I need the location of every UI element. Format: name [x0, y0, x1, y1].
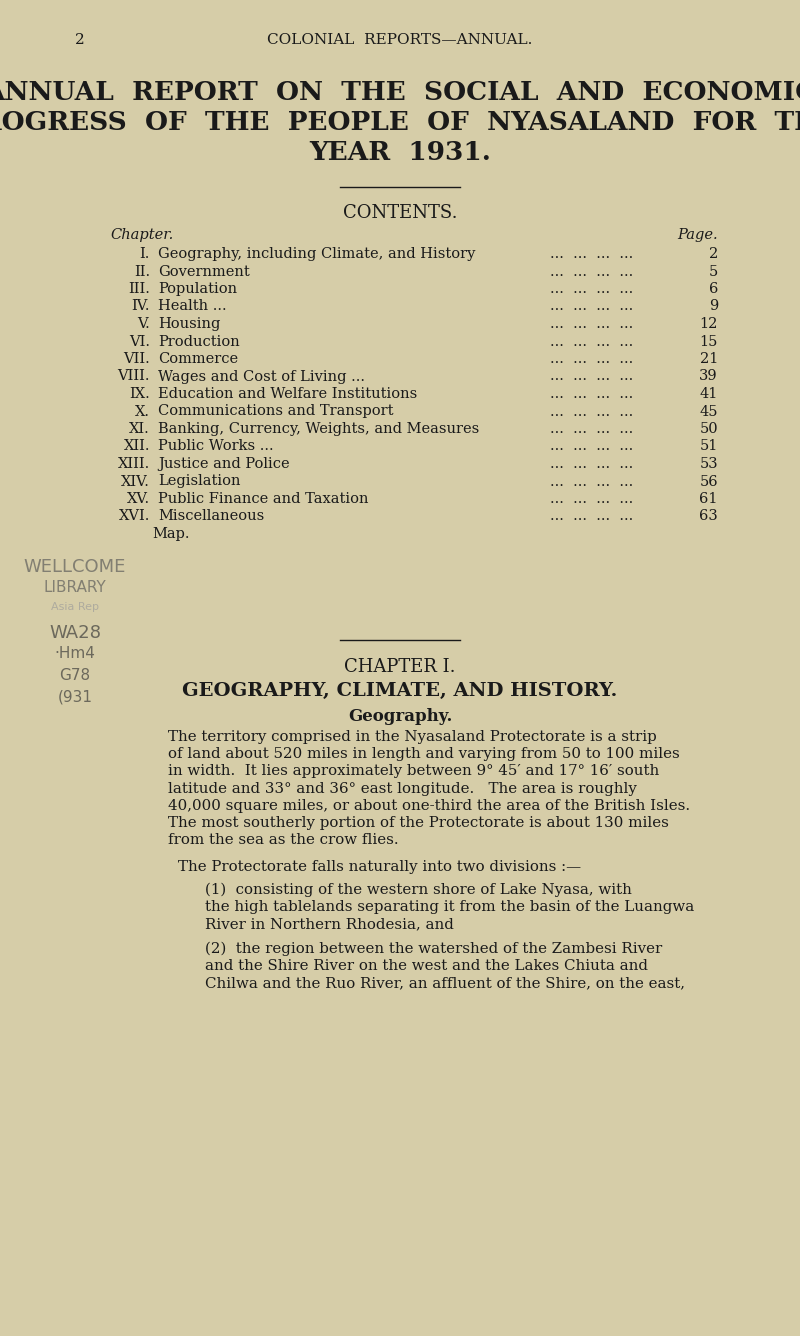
Text: Communications and Transport: Communications and Transport — [158, 405, 394, 418]
Text: GEOGRAPHY, CLIMATE, AND HISTORY.: GEOGRAPHY, CLIMATE, AND HISTORY. — [182, 681, 618, 700]
Text: Miscellaneous: Miscellaneous — [158, 509, 264, 524]
Text: ...  ...  ...  ...: ... ... ... ... — [550, 370, 634, 383]
Text: River in Northern Rhodesia, and: River in Northern Rhodesia, and — [205, 916, 454, 931]
Text: ...  ...  ...  ...: ... ... ... ... — [550, 405, 634, 418]
Text: Population: Population — [158, 282, 237, 297]
Text: (931: (931 — [58, 689, 93, 705]
Text: X.: X. — [135, 405, 150, 418]
Text: V.: V. — [138, 317, 150, 331]
Text: Page.: Page. — [678, 228, 718, 242]
Text: XIV.: XIV. — [121, 474, 150, 489]
Text: ANNUAL  REPORT  ON  THE  SOCIAL  AND  ECONOMIC: ANNUAL REPORT ON THE SOCIAL AND ECONOMIC — [0, 80, 800, 106]
Text: WA28: WA28 — [49, 624, 101, 643]
Text: in width.  It lies approximately between 9° 45′ and 17° 16′ south: in width. It lies approximately between … — [168, 764, 659, 779]
Text: YEAR  1931.: YEAR 1931. — [309, 140, 491, 166]
Text: G78: G78 — [59, 668, 90, 683]
Text: ...  ...  ...  ...: ... ... ... ... — [550, 317, 634, 331]
Text: 51: 51 — [700, 440, 718, 453]
Text: ...  ...  ...  ...: ... ... ... ... — [550, 422, 634, 436]
Text: ...  ...  ...  ...: ... ... ... ... — [550, 334, 634, 349]
Text: Map.: Map. — [152, 526, 190, 541]
Text: ...  ...  ...  ...: ... ... ... ... — [550, 265, 634, 278]
Text: ...  ...  ...  ...: ... ... ... ... — [550, 457, 634, 472]
Text: ...  ...  ...  ...: ... ... ... ... — [550, 440, 634, 453]
Text: The Protectorate falls naturally into two divisions :—: The Protectorate falls naturally into tw… — [178, 860, 581, 874]
Text: Geography.: Geography. — [348, 708, 452, 725]
Text: 61: 61 — [699, 492, 718, 506]
Text: Banking, Currency, Weights, and Measures: Banking, Currency, Weights, and Measures — [158, 422, 479, 436]
Text: the high tablelands separating it from the basin of the Luangwa: the high tablelands separating it from t… — [205, 899, 694, 914]
Text: and the Shire River on the west and the Lakes Chiuta and: and the Shire River on the west and the … — [205, 959, 648, 973]
Text: ...  ...  ...  ...: ... ... ... ... — [550, 282, 634, 297]
Text: III.: III. — [128, 282, 150, 297]
Text: Chapter.: Chapter. — [110, 228, 174, 242]
Text: LIBRARY: LIBRARY — [44, 580, 106, 595]
Text: VIII.: VIII. — [118, 370, 150, 383]
Text: XII.: XII. — [123, 440, 150, 453]
Text: Geography, including Climate, and History: Geography, including Climate, and Histor… — [158, 247, 475, 261]
Text: 40,000 square miles, or about one-third the area of the British Isles.: 40,000 square miles, or about one-third … — [168, 799, 690, 812]
Text: Public Works ...: Public Works ... — [158, 440, 274, 453]
Text: ...  ...  ...  ...: ... ... ... ... — [550, 387, 634, 401]
Text: 2: 2 — [709, 247, 718, 261]
Text: 50: 50 — [699, 422, 718, 436]
Text: latitude and 33° and 36° east longitude.   The area is roughly: latitude and 33° and 36° east longitude.… — [168, 782, 637, 796]
Text: 2: 2 — [75, 33, 85, 47]
Text: Production: Production — [158, 334, 240, 349]
Text: VII.: VII. — [123, 351, 150, 366]
Text: 39: 39 — [699, 370, 718, 383]
Text: Government: Government — [158, 265, 250, 278]
Text: XIII.: XIII. — [118, 457, 150, 472]
Text: PROGRESS  OF  THE  PEOPLE  OF  NYASALAND  FOR  THE: PROGRESS OF THE PEOPLE OF NYASALAND FOR … — [0, 110, 800, 135]
Text: Education and Welfare Institutions: Education and Welfare Institutions — [158, 387, 418, 401]
Text: 12: 12 — [700, 317, 718, 331]
Text: ...  ...  ...  ...: ... ... ... ... — [550, 247, 634, 261]
Text: (2)  the region between the watershed of the Zambesi River: (2) the region between the watershed of … — [205, 942, 662, 957]
Text: 53: 53 — [699, 457, 718, 472]
Text: The most southerly portion of the Protectorate is about 130 miles: The most southerly portion of the Protec… — [168, 816, 669, 830]
Text: 56: 56 — [699, 474, 718, 489]
Text: ...  ...  ...  ...: ... ... ... ... — [550, 492, 634, 506]
Text: Public Finance and Taxation: Public Finance and Taxation — [158, 492, 369, 506]
Text: Commerce: Commerce — [158, 351, 238, 366]
Text: 45: 45 — [699, 405, 718, 418]
Text: II.: II. — [134, 265, 150, 278]
Text: 63: 63 — [699, 509, 718, 524]
Text: CONTENTS.: CONTENTS. — [342, 204, 458, 222]
Text: Health ...: Health ... — [158, 299, 226, 314]
Text: CHAPTER I.: CHAPTER I. — [344, 659, 456, 676]
Text: WELLCOME: WELLCOME — [24, 558, 126, 576]
Text: VI.: VI. — [129, 334, 150, 349]
Text: 21: 21 — [700, 351, 718, 366]
Text: ...  ...  ...  ...: ... ... ... ... — [550, 509, 634, 524]
Text: IV.: IV. — [131, 299, 150, 314]
Text: ·Hm4: ·Hm4 — [54, 647, 95, 661]
Text: Asia Rep: Asia Rep — [51, 603, 99, 612]
Text: 5: 5 — [709, 265, 718, 278]
Text: 15: 15 — [700, 334, 718, 349]
Text: 41: 41 — [700, 387, 718, 401]
Text: I.: I. — [140, 247, 150, 261]
Text: Wages and Cost of Living ...: Wages and Cost of Living ... — [158, 370, 365, 383]
Text: from the sea as the crow flies.: from the sea as the crow flies. — [168, 834, 398, 847]
Text: ...  ...  ...  ...: ... ... ... ... — [550, 299, 634, 314]
Text: XV.: XV. — [127, 492, 150, 506]
Text: 9: 9 — [709, 299, 718, 314]
Text: XVI.: XVI. — [118, 509, 150, 524]
Text: COLONIAL  REPORTS—ANNUAL.: COLONIAL REPORTS—ANNUAL. — [267, 33, 533, 47]
Text: The territory comprised in the Nyasaland Protectorate is a strip: The territory comprised in the Nyasaland… — [168, 729, 657, 744]
Text: ...  ...  ...  ...: ... ... ... ... — [550, 351, 634, 366]
Text: Housing: Housing — [158, 317, 220, 331]
Text: XI.: XI. — [130, 422, 150, 436]
Text: of land about 520 miles in length and varying from 50 to 100 miles: of land about 520 miles in length and va… — [168, 747, 680, 762]
Text: ...  ...  ...  ...: ... ... ... ... — [550, 474, 634, 489]
Text: 6: 6 — [709, 282, 718, 297]
Text: IX.: IX. — [130, 387, 150, 401]
Text: (1)  consisting of the western shore of Lake Nyasa, with: (1) consisting of the western shore of L… — [205, 882, 632, 896]
Text: Chilwa and the Ruo River, an affluent of the Shire, on the east,: Chilwa and the Ruo River, an affluent of… — [205, 977, 685, 990]
Text: Legislation: Legislation — [158, 474, 241, 489]
Text: Justice and Police: Justice and Police — [158, 457, 290, 472]
